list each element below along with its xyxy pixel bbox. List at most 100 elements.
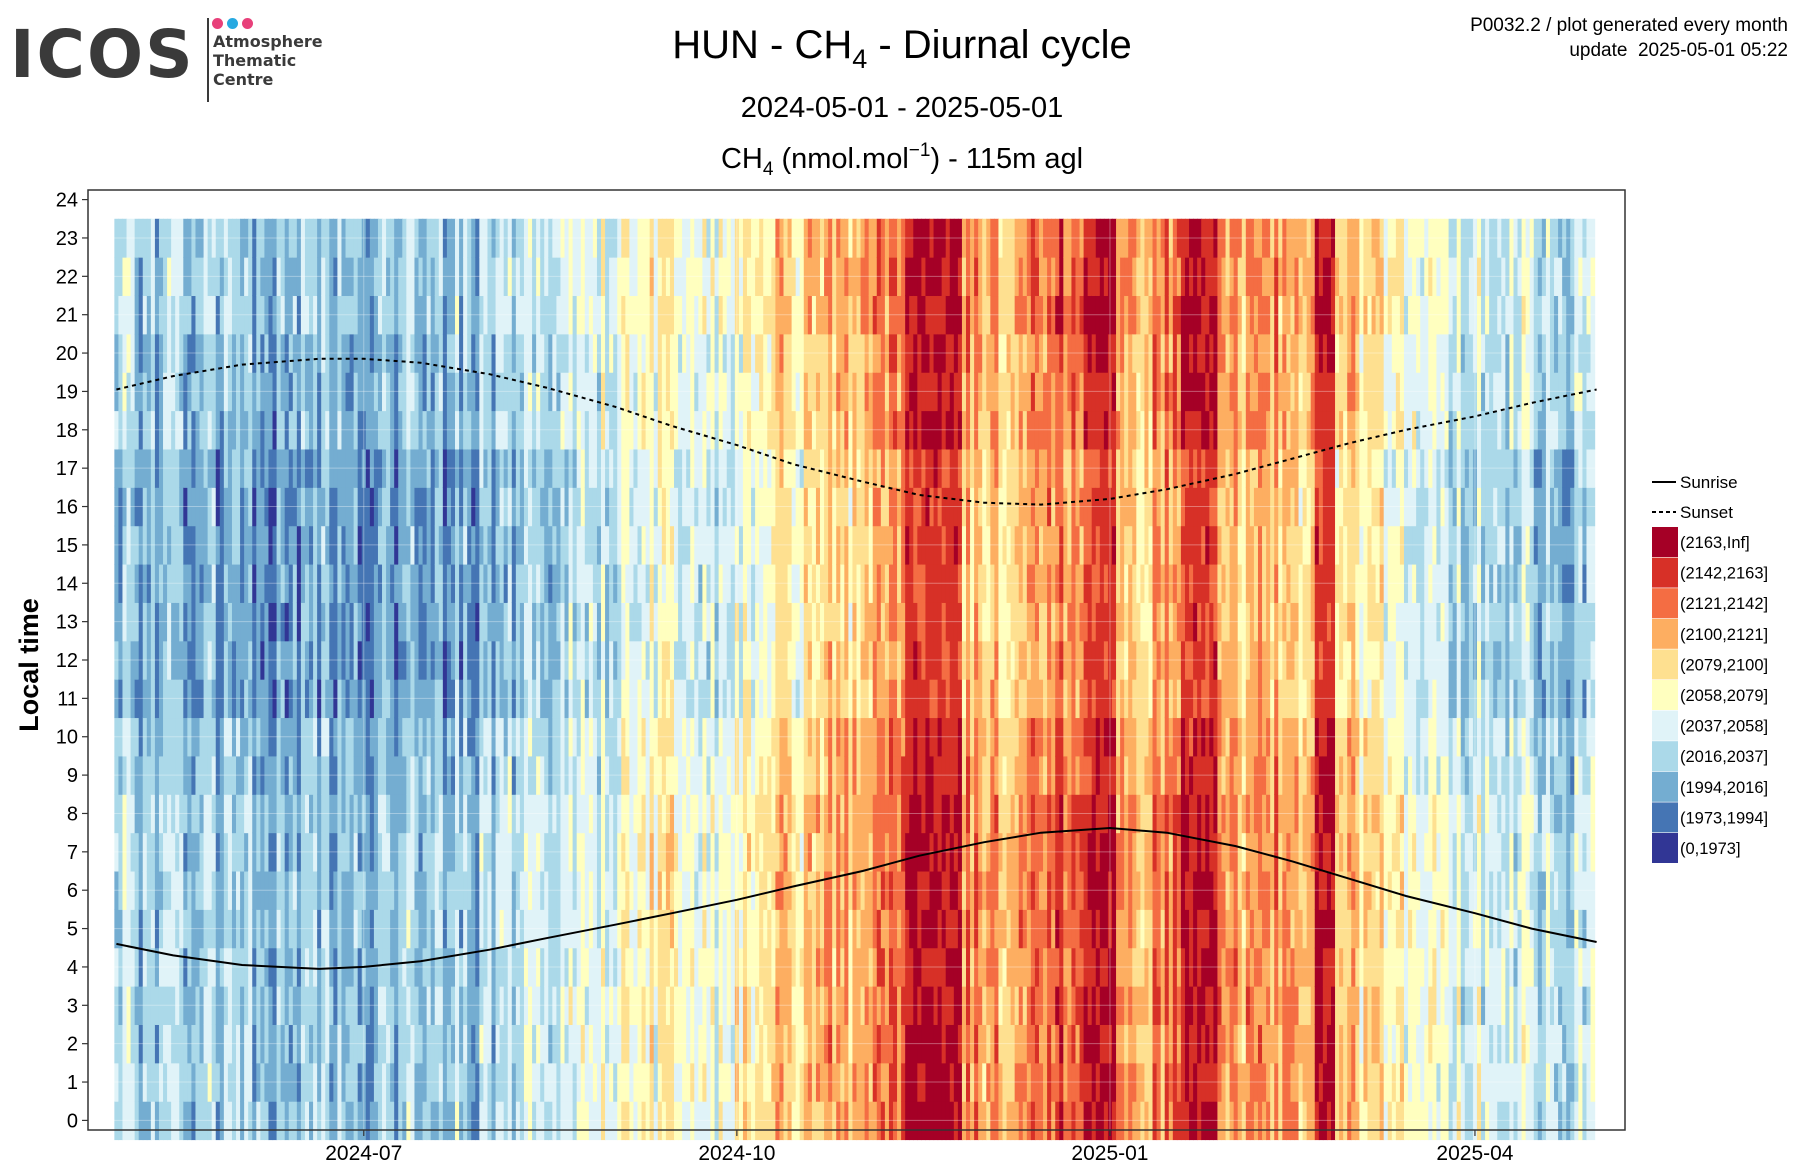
- heatmap-cell: [215, 871, 221, 910]
- heatmap-cell: [187, 410, 193, 450]
- heatmap-cell: [158, 947, 164, 987]
- heatmap-cell: [114, 602, 120, 642]
- heatmap-cell: [244, 1024, 249, 1064]
- heatmap-cell: [154, 525, 160, 565]
- heatmap-day-column: [613, 218, 618, 1141]
- heatmap-cell: [325, 640, 330, 680]
- heatmap-cell: [321, 448, 326, 488]
- heatmap-cell: [252, 218, 257, 258]
- heatmap-cell: [252, 257, 257, 297]
- heatmap-cell: [150, 947, 156, 987]
- heatmap-cell: [138, 525, 144, 565]
- heatmap-day-column: [418, 218, 424, 1141]
- heatmap-day-column: [138, 218, 144, 1141]
- heatmap-cell: [345, 1062, 351, 1102]
- heatmap-day-column: [653, 218, 659, 1141]
- heatmap-cell: [118, 794, 124, 834]
- heatmap-cell: [203, 871, 209, 910]
- heatmap-cell: [187, 1101, 193, 1141]
- heatmap-cell: [276, 679, 282, 719]
- heatmap-cell: [284, 1101, 290, 1141]
- heatmap-cell: [207, 909, 213, 949]
- heatmap-cell: [296, 257, 302, 297]
- heatmap-cell: [203, 602, 209, 642]
- heatmap-day-column: [580, 218, 586, 1141]
- heatmap-cell: [118, 333, 124, 373]
- heatmap-cell: [134, 909, 140, 949]
- heatmap-cell: [317, 602, 322, 642]
- heatmap-cell: [187, 986, 193, 1025]
- heatmap-cell: [215, 909, 221, 949]
- heatmap-cell: [276, 1101, 282, 1141]
- heatmap-cell: [223, 372, 229, 412]
- heatmap-cell: [215, 564, 221, 603]
- heatmap-cell: [146, 871, 152, 910]
- heatmap-cell: [227, 487, 233, 527]
- heatmap-cell: [142, 947, 148, 987]
- heatmap-cell: [260, 295, 266, 335]
- heatmap-cell: [264, 372, 270, 412]
- heatmap-cell: [296, 218, 302, 258]
- heatmap-cell: [313, 986, 318, 1025]
- heatmap-cell: [191, 1024, 197, 1064]
- heatmap-cell: [321, 1062, 326, 1102]
- heatmap-cell: [292, 1062, 298, 1102]
- heatmap-day-column: [864, 218, 870, 1141]
- heatmap-cell: [240, 679, 245, 719]
- heatmap-cell: [219, 794, 225, 834]
- heatmap-cell: [150, 679, 156, 719]
- heatmap-cell: [248, 410, 253, 450]
- heatmap-cell: [236, 257, 241, 297]
- heatmap-day-column: [820, 218, 825, 1141]
- heatmap-cell: [296, 448, 302, 488]
- heatmap-cell: [329, 1024, 334, 1064]
- heatmap-cell: [345, 986, 351, 1025]
- heatmap-cell: [171, 832, 176, 872]
- heatmap-cell: [163, 218, 168, 258]
- heatmap-cell: [146, 832, 152, 872]
- heatmap-day-column: [588, 218, 594, 1141]
- heatmap-cell: [256, 909, 261, 949]
- heatmap-cell: [158, 257, 164, 297]
- heatmap-cell: [313, 871, 318, 910]
- heatmap-cell: [114, 909, 120, 949]
- chart-title: HUN - CH4 - Diurnal cycle: [672, 23, 1132, 74]
- heatmap-cell: [300, 1024, 306, 1064]
- heatmap-day-column: [114, 218, 120, 1141]
- heatmap-cell: [313, 909, 318, 949]
- heatmap-cell: [158, 871, 164, 910]
- heatmap-cell: [227, 372, 233, 412]
- heatmap-cell: [195, 564, 201, 603]
- heatmap-cell: [211, 295, 217, 335]
- heatmap-day-column: [175, 218, 180, 1141]
- heatmap-cell: [183, 218, 188, 258]
- heatmap-cell: [199, 986, 205, 1025]
- heatmap-day-column: [280, 218, 286, 1141]
- heatmap-cell: [313, 333, 318, 373]
- heatmap-cell: [130, 1062, 136, 1102]
- heatmap-cell: [244, 487, 249, 527]
- heatmap-cell: [126, 1062, 132, 1102]
- heatmap-cell: [134, 257, 140, 297]
- heatmap-cell: [191, 257, 197, 297]
- heatmap-cell: [333, 295, 339, 335]
- heatmap-cell: [227, 218, 233, 258]
- heatmap-cell: [280, 1024, 286, 1064]
- heatmap-day-column: [710, 218, 716, 1141]
- heatmap-cell: [333, 755, 339, 795]
- heatmap-cell: [309, 794, 314, 834]
- heatmap-cell: [268, 448, 274, 488]
- heatmap-cell: [171, 947, 176, 987]
- heatmap-cell: [317, 372, 322, 412]
- heatmap-cell: [126, 679, 132, 719]
- heatmap-cell: [138, 602, 144, 642]
- heatmap-cell: [179, 909, 184, 949]
- heatmap-cell: [199, 602, 205, 642]
- heatmap-cell: [280, 372, 286, 412]
- heatmap-cell: [118, 947, 124, 987]
- heatmap-cell: [167, 487, 172, 527]
- heatmap-cell: [122, 295, 128, 335]
- plot-code-note: P0032.2 / plot generated every month: [1470, 15, 1788, 36]
- heatmap-cell: [138, 257, 144, 297]
- heatmap-cell: [142, 257, 148, 297]
